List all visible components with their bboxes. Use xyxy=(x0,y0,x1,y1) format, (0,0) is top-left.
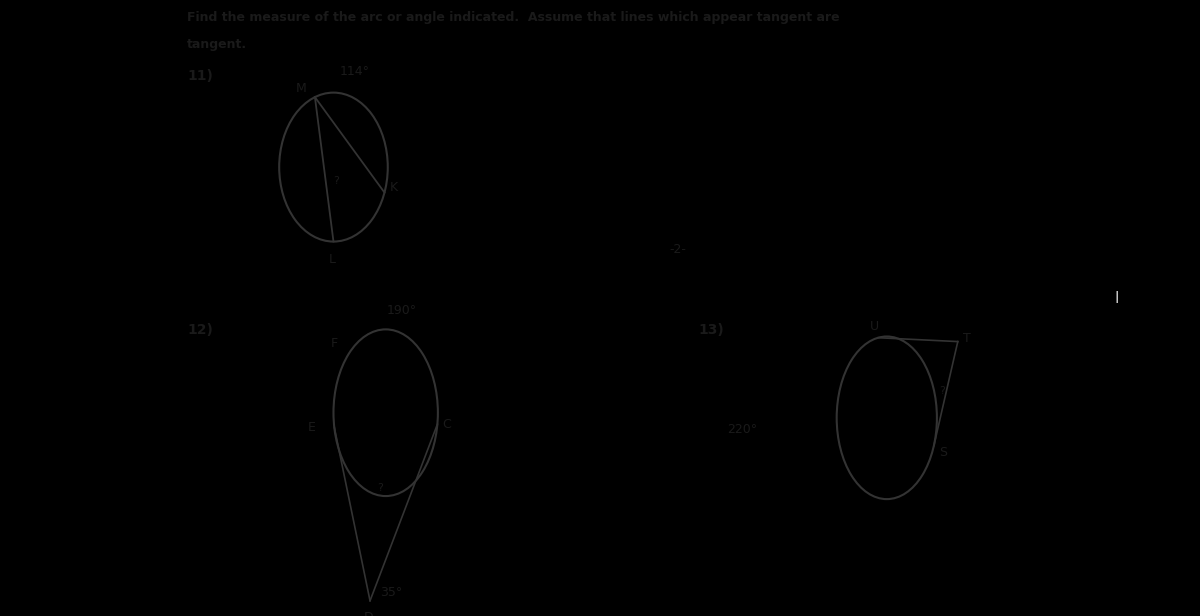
Text: S: S xyxy=(940,446,947,459)
Text: F: F xyxy=(330,337,337,350)
Text: 35°: 35° xyxy=(380,586,403,599)
Text: ?: ? xyxy=(940,386,944,395)
Text: tangent.: tangent. xyxy=(187,38,247,51)
Text: 220°: 220° xyxy=(727,423,757,436)
Text: 114°: 114° xyxy=(340,65,370,78)
Text: D: D xyxy=(364,611,373,616)
Text: 12): 12) xyxy=(187,323,214,338)
Text: C: C xyxy=(443,418,451,431)
Text: K: K xyxy=(390,180,398,193)
Text: E: E xyxy=(308,421,316,434)
Text: 190°: 190° xyxy=(386,304,416,317)
Text: I: I xyxy=(1115,291,1118,306)
Text: M: M xyxy=(296,83,307,95)
Text: L: L xyxy=(329,253,335,265)
Text: 11): 11) xyxy=(187,69,214,83)
Text: U: U xyxy=(870,320,878,333)
Text: ?: ? xyxy=(378,483,383,493)
Text: T: T xyxy=(964,331,971,344)
Text: ?: ? xyxy=(334,176,340,186)
Text: 13): 13) xyxy=(698,323,725,338)
Text: Find the measure of the arc or angle indicated.  Assume that lines which appear : Find the measure of the arc or angle ind… xyxy=(187,12,840,25)
Text: -2-: -2- xyxy=(670,243,686,256)
